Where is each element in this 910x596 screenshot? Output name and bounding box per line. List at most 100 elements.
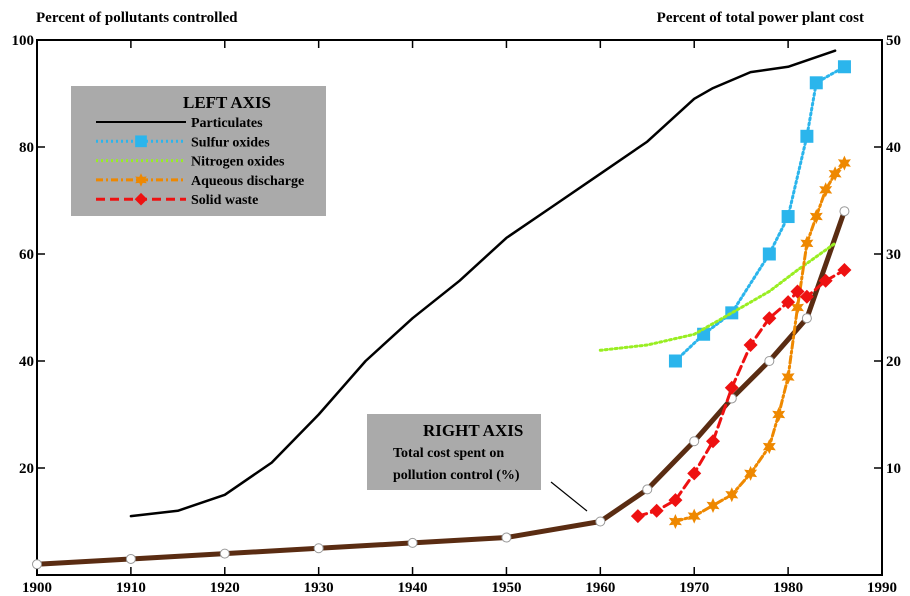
data-point-solid-waste — [762, 311, 777, 326]
series-line-particulates — [129, 49, 837, 518]
data-point-aqueous-discharge — [772, 407, 786, 422]
legend-right-label-line: pollution control (%) — [393, 468, 520, 483]
x-tick-label: 1940 — [398, 580, 428, 596]
data-point-aqueous-discharge — [687, 508, 701, 524]
data-point-sulfur-oxides — [762, 247, 776, 261]
data-point-total-cost-spent-on-pollution-control — [219, 548, 230, 559]
x-tick-label: 1960 — [585, 580, 615, 596]
legend-entry: Nitrogen oxides — [96, 155, 285, 170]
x-tick-label: 1950 — [491, 580, 521, 596]
legend-entry-label: Particulates — [191, 116, 263, 131]
legend-entry: Particulates — [96, 116, 263, 131]
data-point-total-cost-spent-on-pollution-control — [595, 516, 606, 527]
data-point-solid-waste — [837, 263, 852, 278]
legend-swatch-marker — [134, 192, 148, 206]
plot-frame — [36, 39, 883, 576]
legend-entry-label: Nitrogen oxides — [191, 155, 285, 170]
legend-entry-label: Aqueous discharge — [191, 174, 304, 189]
x-tick-label: 1920 — [210, 580, 240, 596]
legend-entry-label: Sulfur oxides — [191, 135, 270, 150]
data-point-aqueous-discharge — [668, 514, 682, 529]
data-point-sulfur-oxides — [800, 129, 814, 143]
legend-left-background — [71, 86, 326, 216]
x-tick-label: 1900 — [22, 580, 52, 596]
data-point-aqueous-discharge — [837, 155, 851, 171]
data-point-total-cost-spent-on-pollution-control — [313, 543, 324, 554]
series-particulates — [129, 49, 837, 518]
data-point-solid-waste — [790, 284, 805, 299]
series-line-nitrogen-oxides — [598, 241, 837, 352]
data-point-solid-waste — [630, 509, 645, 524]
x-tick-label: 1910 — [116, 580, 146, 596]
legend-right-axis: RIGHT AXIS Total cost spent on pollution c… — [367, 414, 588, 512]
data-point-total-cost-spent-on-pollution-control — [764, 356, 775, 366]
data-point-aqueous-discharge — [800, 235, 814, 251]
x-tick-label: 1970 — [679, 580, 709, 596]
data-point-total-cost-spent-on-pollution-control — [501, 532, 512, 543]
data-point-sulfur-oxides — [781, 210, 795, 224]
x-tick-label: 1930 — [304, 580, 334, 596]
data-point-total-cost-spent-on-pollution-control — [689, 436, 700, 447]
data-point-total-cost-spent-on-pollution-control — [642, 484, 653, 495]
data-point-solid-waste — [649, 503, 664, 518]
data-point-aqueous-discharge — [781, 369, 795, 385]
data-point-solid-waste — [668, 493, 683, 508]
right-tick-label: 30 — [886, 247, 901, 263]
right-tick-label: 40 — [886, 140, 901, 156]
right-axis-title: Percent of total power plant cost — [656, 10, 864, 26]
data-point-aqueous-discharge — [791, 300, 804, 315]
data-point-solid-waste — [799, 289, 814, 304]
right-tick-label: 50 — [886, 33, 901, 49]
data-point-solid-waste — [818, 273, 833, 288]
plot-border — [36, 39, 883, 576]
data-point-total-cost-spent-on-pollution-control — [801, 313, 812, 324]
data-point-total-cost-spent-on-pollution-control — [407, 537, 418, 548]
data-point-total-cost-spent-on-pollution-control — [32, 559, 42, 570]
x-tick-label: 1990 — [867, 580, 897, 596]
x-tick-label: 1980 — [773, 580, 803, 596]
series-layer — [32, 49, 852, 570]
series-line-total-cost-spent-on-pollution-control — [34, 208, 847, 567]
data-point-total-cost-spent-on-pollution-control — [125, 553, 136, 564]
left-tick-label: 80 — [19, 140, 34, 156]
legend-right-pointer — [550, 481, 588, 512]
legend-right-label-line: Total cost spent on — [393, 446, 504, 461]
left-tick-label: 40 — [19, 354, 34, 370]
left-tick-label: 20 — [19, 461, 34, 477]
legend-entry: Solid waste — [96, 192, 258, 208]
series-nitrogen-oxides — [598, 241, 837, 352]
legend-swatch-marker — [135, 173, 147, 187]
data-point-aqueous-discharge — [809, 209, 823, 224]
data-point-total-cost-spent-on-pollution-control — [839, 206, 850, 217]
legend-swatch-marker — [135, 135, 147, 148]
legend-right-header: RIGHT AXIS — [423, 421, 523, 440]
data-point-solid-waste — [781, 295, 796, 310]
data-point-aqueous-discharge — [744, 465, 758, 481]
right-tick-label: 10 — [886, 461, 901, 477]
data-point-solid-waste — [724, 380, 739, 395]
data-point-sulfur-oxides — [809, 76, 823, 90]
data-point-solid-waste — [706, 434, 720, 449]
data-point-aqueous-discharge — [725, 487, 739, 503]
data-point-solid-waste — [743, 337, 758, 352]
legend-right-background — [367, 414, 541, 490]
data-point-aqueous-discharge — [819, 182, 833, 198]
data-point-sulfur-oxides — [668, 354, 682, 368]
series-aqueous-discharge — [668, 155, 851, 529]
legend-entry: Aqueous discharge — [96, 173, 304, 189]
data-point-sulfur-oxides — [837, 60, 851, 74]
data-point-solid-waste — [687, 466, 702, 481]
legend-entry: Sulfur oxides — [96, 135, 270, 150]
right-tick-label: 20 — [886, 354, 901, 370]
axes: 1900 1910 1920 1930 1940 1950 1960 1970 1980 1990… — [12, 33, 902, 596]
series-total-cost-spent-on-pollution-control — [32, 206, 850, 570]
data-point-aqueous-discharge — [762, 439, 776, 455]
data-point-aqueous-discharge — [706, 497, 720, 513]
left-tick-label: 60 — [19, 247, 34, 263]
left-axis-title: Percent of pollutants controlled — [36, 10, 238, 26]
data-point-aqueous-discharge — [828, 166, 842, 182]
legend-entry-label: Solid waste — [191, 193, 258, 208]
legend-layer: LEFT AXIS Particulates Sulfur oxides Nitrog… — [71, 86, 588, 512]
series-sulfur-oxides — [668, 60, 851, 368]
